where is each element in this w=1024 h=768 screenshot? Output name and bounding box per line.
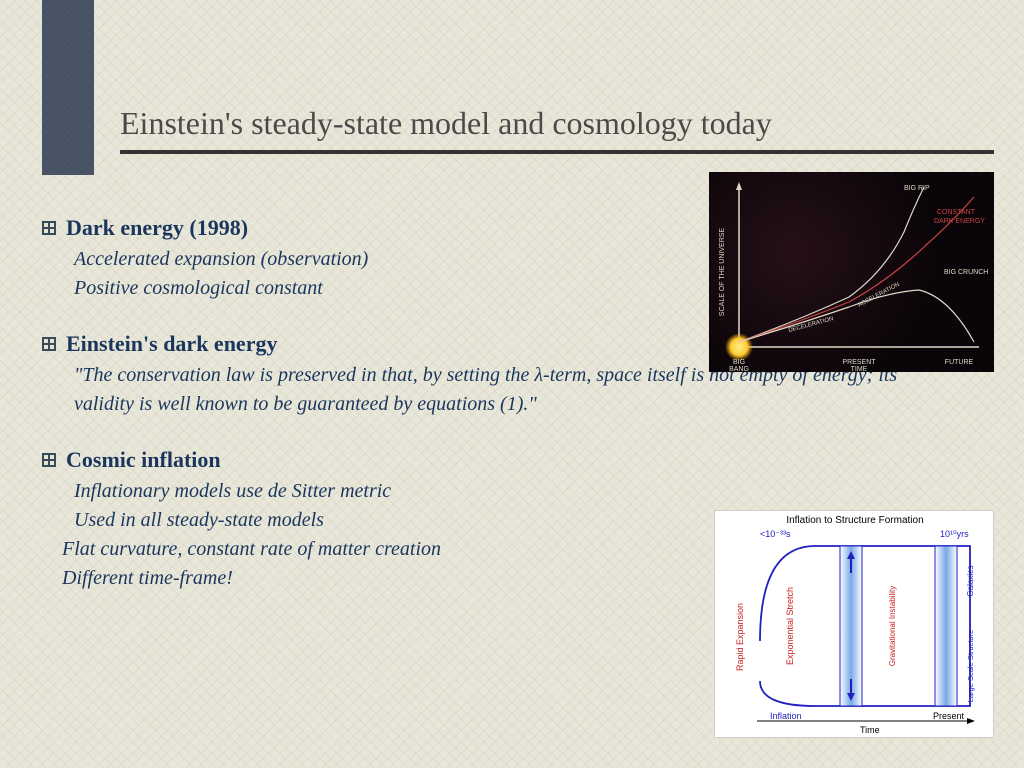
bullet-icon bbox=[42, 337, 56, 351]
section-head-2: Cosmic inflation bbox=[42, 447, 994, 473]
body-line: Flat curvature, constant rate of matter … bbox=[62, 535, 694, 564]
bullet-icon bbox=[42, 453, 56, 467]
svg-text:DARK ENERGY: DARK ENERGY bbox=[934, 218, 985, 225]
section-head-text: Einstein's dark energy bbox=[66, 331, 277, 357]
body-line: Different time-frame! bbox=[62, 564, 694, 593]
svg-text:Large Scale Structure: Large Scale Structure bbox=[966, 630, 975, 703]
section-body-2: Inflationary models use de Sitter metric… bbox=[74, 477, 694, 593]
body-line: Accelerated expansion (observation) bbox=[74, 245, 554, 274]
svg-text:Galaxies: Galaxies bbox=[966, 565, 975, 596]
svg-text:Present: Present bbox=[933, 711, 965, 721]
svg-text:Time: Time bbox=[860, 725, 880, 735]
svg-text:CONSTANT: CONSTANT bbox=[937, 209, 976, 216]
svg-text:SCALE OF THE UNIVERSE: SCALE OF THE UNIVERSE bbox=[719, 228, 726, 317]
svg-text:FUTURE: FUTURE bbox=[945, 359, 974, 366]
svg-text:TIME: TIME bbox=[851, 366, 868, 372]
body-line: Positive cosmological constant bbox=[74, 274, 554, 303]
body-line: Inflationary models use de Sitter metric bbox=[74, 477, 694, 506]
section-head-text: Dark energy (1998) bbox=[66, 215, 248, 241]
svg-text:BIG: BIG bbox=[733, 359, 745, 366]
svg-text:Exponential Stretch: Exponential Stretch bbox=[785, 587, 795, 665]
svg-text:BANG: BANG bbox=[729, 366, 749, 372]
svg-text:Gravitational Instability: Gravitational Instability bbox=[888, 586, 897, 666]
section-head-text: Cosmic inflation bbox=[66, 447, 221, 473]
svg-text:BIG CRUNCH: BIG CRUNCH bbox=[944, 269, 988, 276]
svg-text:BIG RIP: BIG RIP bbox=[904, 185, 930, 192]
title-rule bbox=[120, 150, 994, 154]
chart-universe-fate: SCALE OF THE UNIVERSE BIG BANG PRESENT T… bbox=[709, 172, 994, 372]
bullet-icon bbox=[42, 221, 56, 235]
svg-text:10¹⁰yrs: 10¹⁰yrs bbox=[940, 529, 969, 539]
title-area: Einstein's steady-state model and cosmol… bbox=[120, 105, 994, 154]
chart-inflation: Inflation to Structure Formation <10⁻³³s… bbox=[714, 510, 994, 738]
svg-text:Rapid Expansion: Rapid Expansion bbox=[735, 603, 745, 671]
accent-bar bbox=[42, 0, 94, 175]
svg-text:<10⁻³³s: <10⁻³³s bbox=[760, 529, 791, 539]
body-line: Used in all steady-state models bbox=[74, 506, 694, 535]
chart2-title: Inflation to Structure Formation bbox=[786, 515, 923, 526]
svg-text:PRESENT: PRESENT bbox=[842, 359, 876, 366]
section-body-0: Accelerated expansion (observation) Posi… bbox=[74, 245, 554, 303]
svg-text:Inflation: Inflation bbox=[770, 711, 802, 721]
slide-title: Einstein's steady-state model and cosmol… bbox=[120, 105, 994, 142]
